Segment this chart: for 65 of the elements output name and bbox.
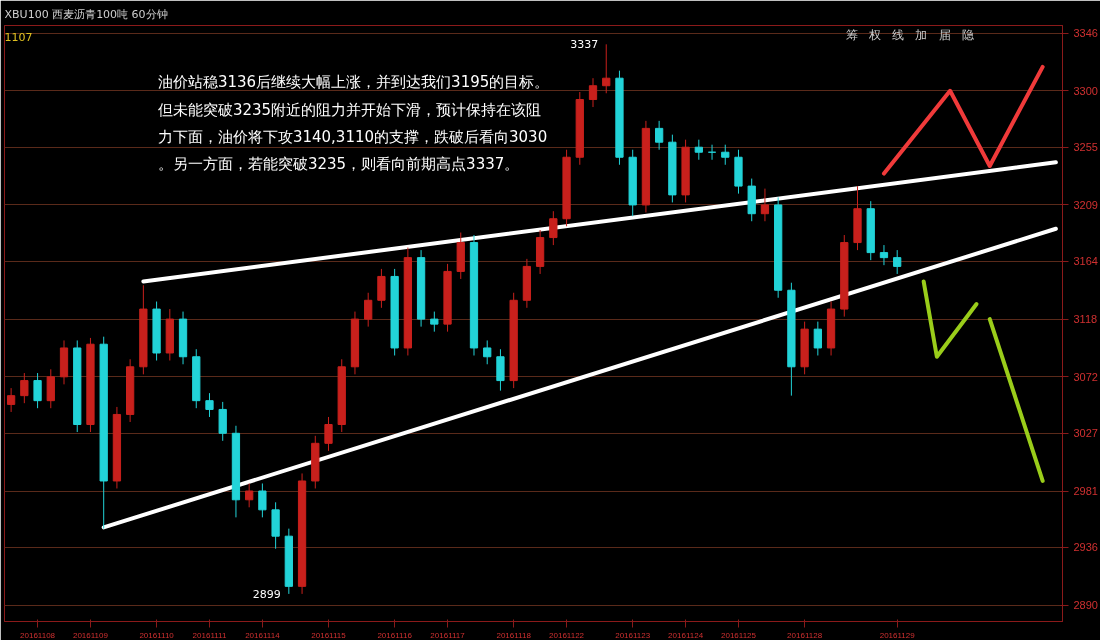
annotation: 加 (915, 27, 928, 42)
y-tick-label: 3209 (1073, 198, 1098, 211)
candlestick (694, 139, 703, 161)
candlestick (6, 387, 16, 413)
candlestick (879, 244, 889, 266)
x-tick-label: 20161124 (668, 630, 704, 640)
candlestick (496, 348, 505, 392)
y-tick-label: 3346 (1073, 27, 1098, 40)
x-tick-label: 20161116 (377, 630, 413, 640)
annotation: 2899 (252, 587, 281, 601)
x-tick-label: 20161111 (192, 630, 227, 640)
y-tick-label: 3072 (1073, 370, 1098, 383)
candlestick (377, 268, 386, 309)
annotation: 线 (892, 27, 905, 42)
y-tick-label: 3164 (1073, 255, 1098, 268)
x-tick-label: 20161122 (549, 630, 585, 640)
annotation: 油价站稳3136后继续大幅上涨，并到达我们3195的目标。 (157, 73, 550, 92)
x-tick-label: 20161115 (311, 630, 347, 640)
x-tick-label: 20161128 (787, 630, 823, 640)
y-tick-label: 2890 (1073, 599, 1098, 612)
annotation: 1107 (4, 30, 33, 44)
annotation: 力下面，油价将下攻3140,3110的支撑，跌破后看向3030 (157, 127, 548, 146)
candlestick (364, 292, 373, 328)
y-tick-label: 3027 (1073, 427, 1098, 440)
y-tick-label: 3300 (1073, 84, 1098, 97)
candlestick (721, 144, 730, 166)
candlestick (33, 372, 42, 409)
x-tick-label: 20161109 (72, 630, 109, 640)
x-tick-label: 20161108 (20, 630, 56, 640)
candlestick (20, 372, 29, 404)
candlestick (324, 416, 333, 452)
x-tick-label: 20161118 (496, 630, 532, 640)
annotation: 权 (867, 27, 881, 42)
candlestick (245, 482, 254, 508)
y-tick-label: 2936 (1073, 541, 1098, 554)
candlestick (549, 210, 558, 246)
candlestick (46, 368, 55, 409)
annotation: 隐 (961, 27, 974, 42)
candlestick (218, 401, 227, 442)
line-series (881, 64, 1045, 176)
x-tick-label: 20161123 (615, 630, 651, 640)
candlestick (483, 339, 492, 365)
candlestick (258, 482, 267, 518)
x-tick-label: 20161125 (720, 630, 757, 640)
chart-title: XBU100 西麦沥青100吨 60分钟 (4, 7, 168, 21)
candlestick (588, 77, 598, 108)
annotation: 筹 (845, 27, 858, 42)
x-tick-label: 20161110 (139, 630, 175, 640)
y-tick-label: 2981 (1073, 485, 1098, 498)
candlestick (430, 311, 439, 333)
y-tick-label: 3255 (1073, 141, 1098, 154)
annotation: 届 (938, 27, 951, 42)
x-tick-label: 20161129 (879, 630, 916, 640)
annotation: 但未能突破3235附近的阻力并开始下滑，预计保持在该阻 (157, 100, 542, 119)
candlestick (205, 392, 214, 418)
candlestick (760, 188, 770, 222)
candlestick (893, 249, 902, 275)
annotation: 3337 (570, 38, 599, 52)
annotation: 。另一方面，若能突破3235，则看向前期高点3337。 (157, 155, 520, 174)
x-tick-label: 20161114 (245, 630, 281, 640)
candlestick (655, 120, 664, 151)
candlestick (602, 43, 611, 94)
candlestick (813, 321, 822, 356)
y-tick-label: 3118 (1073, 313, 1098, 326)
x-tick-label: 20161117 (430, 630, 466, 640)
